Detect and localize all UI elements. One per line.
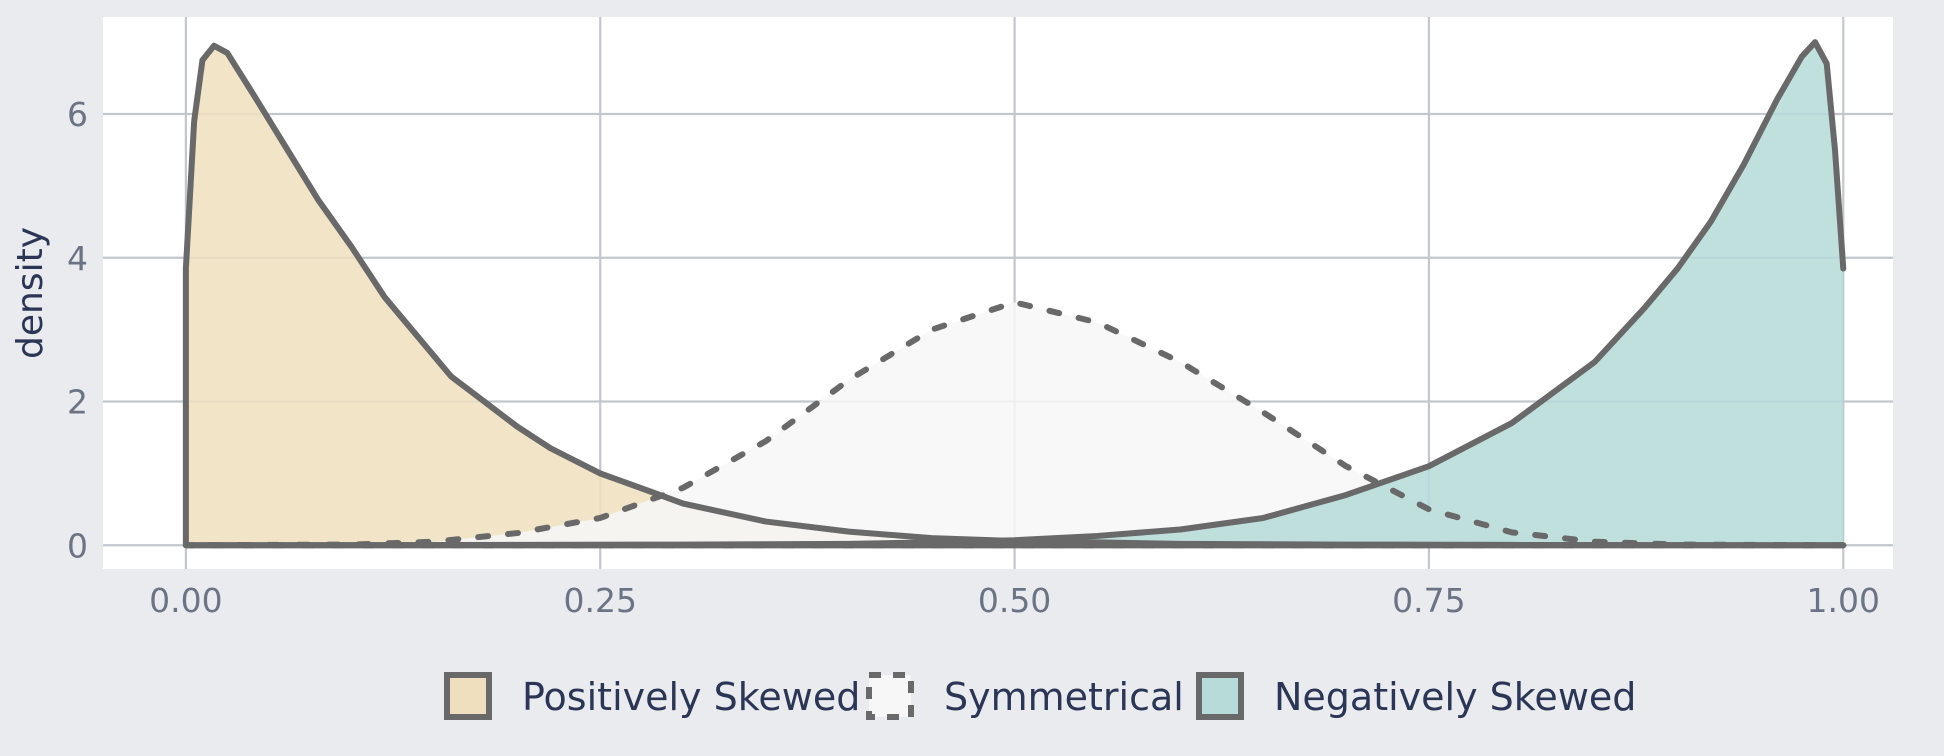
- y-axis-title: density: [10, 227, 51, 359]
- legend-key-positively-skewed: [444, 672, 492, 720]
- legend-item-symmetrical: Symmetrical: [866, 672, 1184, 720]
- negatively-skewed-area: [185, 42, 1844, 546]
- legend: Positively Skewed Symmetrical Negatively S…: [444, 672, 1636, 720]
- y-axis-ticks: 0 2 4 6: [67, 95, 88, 565]
- negatively-skewed-line: [182, 39, 1847, 549]
- x-tick-label: 0.75: [1392, 581, 1465, 620]
- symmetrical-line: [182, 299, 1847, 549]
- legend-label: Positively Skewed: [522, 675, 860, 719]
- legend-key-symmetrical: [866, 672, 914, 720]
- legend-label: Symmetrical: [944, 675, 1184, 719]
- x-tick-label: 0.00: [149, 581, 222, 620]
- x-tick-label: 1.00: [1807, 581, 1880, 620]
- x-axis-ticks: 0.00 0.25 0.50 0.75 1.00: [149, 581, 1880, 620]
- y-tick-label: 4: [67, 239, 88, 278]
- density-series: [182, 39, 1847, 549]
- symmetrical-area: [185, 302, 1844, 546]
- legend-item-positively-skewed: Positively Skewed: [444, 672, 860, 720]
- y-tick-label: 2: [67, 383, 88, 422]
- y-tick-label: 0: [67, 526, 88, 565]
- legend-item-negatively-skewed: Negatively Skewed: [1196, 672, 1636, 720]
- y-tick-label: 6: [67, 95, 88, 134]
- legend-key-negatively-skewed: [1196, 672, 1244, 720]
- positively-skewed-area: [185, 45, 1844, 546]
- legend-label: Negatively Skewed: [1274, 675, 1636, 719]
- x-tick-label: 0.25: [563, 581, 636, 620]
- x-tick-label: 0.50: [978, 581, 1051, 620]
